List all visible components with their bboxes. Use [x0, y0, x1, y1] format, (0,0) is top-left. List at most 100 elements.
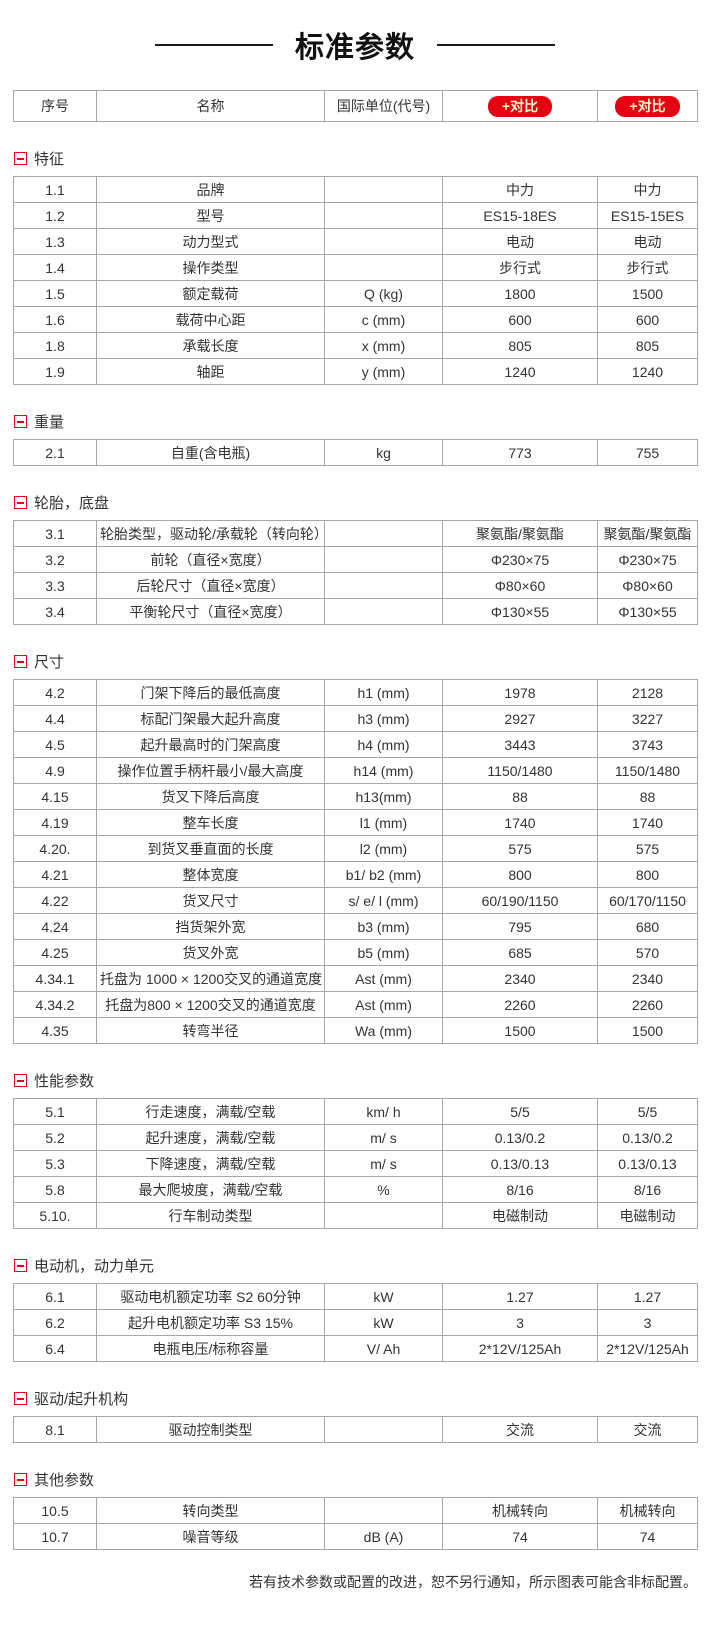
row-value-cell-2: 步行式: [597, 254, 698, 281]
row-no-cell: 4.15: [13, 783, 97, 810]
section-header: 电动机，动力单元: [14, 1255, 710, 1276]
row-value-cell-2: 570: [597, 939, 698, 966]
row-no-cell: 4.19: [13, 809, 97, 836]
row-unit-cell: l1 (mm): [324, 809, 443, 836]
collapse-minus-icon[interactable]: [14, 1074, 27, 1087]
row-value-cell-1: 8/16: [442, 1176, 598, 1203]
row-no-cell: 3.4: [13, 598, 97, 625]
row-unit-cell: kW: [324, 1283, 443, 1310]
row-name-cell: 最大爬坡度，满载/空载: [96, 1176, 325, 1203]
row-no-cell: 1.1: [13, 176, 97, 203]
section-header: 轮胎，底盘: [14, 492, 710, 513]
row-no-cell: 4.9: [13, 757, 97, 784]
row-value-cell-1: 575: [442, 835, 598, 862]
row-name-cell: 品牌: [96, 176, 325, 203]
spec-table: 4.2 门架下降后的最低高度 h1 (mm) 1978 2128 4.4 标配门架最大起升高…: [13, 679, 698, 1044]
row-value-cell-2: 交流: [597, 1416, 698, 1443]
row-unit-cell: c (mm): [324, 306, 443, 333]
row-no-cell: 1.4: [13, 254, 97, 281]
table-row: 4.24 挡货架外宽 b3 (mm) 795 680: [13, 913, 698, 940]
collapse-minus-icon[interactable]: [14, 496, 27, 509]
row-value-cell-2: 3743: [597, 731, 698, 758]
row-value-cell-1: 1978: [442, 679, 598, 706]
row-unit-cell: km/ h: [324, 1098, 443, 1125]
row-name-cell: 整体宽度: [96, 861, 325, 888]
page-title-block: 标准参数: [0, 0, 710, 66]
row-unit-cell: Wa (mm): [324, 1017, 443, 1044]
compare-button-2[interactable]: +对比: [615, 95, 680, 117]
row-value-cell-1: 2340: [442, 965, 598, 992]
row-unit-cell: [324, 520, 443, 547]
table-row: 6.1 驱动电机额定功率 S2 60分钟 kW 1.27 1.27: [13, 1283, 698, 1310]
collapse-minus-icon[interactable]: [14, 1259, 27, 1272]
row-value-cell-2: 1500: [597, 1017, 698, 1044]
row-name-cell: 前轮（直径×宽度）: [96, 546, 325, 573]
row-value-cell-2: 805: [597, 332, 698, 359]
table-row: 5.8 最大爬坡度，满载/空载% 8/16 8/16: [13, 1176, 698, 1203]
row-no-cell: 1.3: [13, 228, 97, 255]
section-title: 尺寸: [34, 654, 65, 671]
row-value-cell-1: 88: [442, 783, 598, 810]
row-value-cell-1: 交流: [442, 1416, 598, 1443]
row-value-cell-2: 2260: [597, 991, 698, 1018]
row-name-cell: 门架下降后的最低高度: [96, 679, 325, 706]
row-value-cell-2: 1740: [597, 809, 698, 836]
row-no-cell: 4.24: [13, 913, 97, 940]
row-value-cell-1: 2927: [442, 705, 598, 732]
row-value-cell-2: 1150/1480: [597, 757, 698, 784]
row-name-cell: 噪音等级: [96, 1523, 325, 1550]
row-unit-cell: Q (kg): [324, 280, 443, 307]
row-value-cell-1: 2260: [442, 991, 598, 1018]
row-value-cell-2: 1500: [597, 280, 698, 307]
row-value-cell-1: 0.13/0.13: [442, 1150, 598, 1177]
row-name-cell: 平衡轮尺寸（直径×宽度）: [96, 598, 325, 625]
collapse-minus-icon[interactable]: [14, 1473, 27, 1486]
row-name-cell: 货叉下降后高度: [96, 783, 325, 810]
collapse-minus-icon[interactable]: [14, 415, 27, 428]
row-value-cell-1: 600: [442, 306, 598, 333]
row-value-cell-2: 74: [597, 1523, 698, 1550]
header-row: 序号 名称 国际单位(代号) +对比 +对比: [13, 90, 698, 122]
row-no-cell: 5.1: [13, 1098, 97, 1125]
compare-button-1[interactable]: +对比: [487, 95, 553, 117]
row-name-cell: 型号: [96, 202, 325, 229]
row-value-cell-1: ES15-18ES: [442, 202, 598, 229]
collapse-minus-icon[interactable]: [14, 655, 27, 668]
section-title: 轮胎，底盘: [34, 495, 110, 512]
collapse-minus-icon[interactable]: [14, 152, 27, 165]
row-value-cell-2: 1.27: [597, 1283, 698, 1310]
table-row: 1.9 轴距 y (mm) 1240 1240: [13, 358, 698, 385]
row-value-cell-1: 1740: [442, 809, 598, 836]
row-name-cell: 整车长度: [96, 809, 325, 836]
row-value-cell-2: 600: [597, 306, 698, 333]
spec-table: 8.1 驱动控制类型 交流 交流: [13, 1416, 698, 1443]
table-row: 3.2 前轮（直径×宽度） Φ230×75 Φ230×75: [13, 546, 698, 573]
row-unit-cell: %: [324, 1176, 443, 1203]
row-value-cell-1: Φ130×55: [442, 598, 598, 625]
row-unit-cell: h1 (mm): [324, 679, 443, 706]
row-no-cell: 5.10.: [13, 1202, 97, 1229]
table-row: 8.1 驱动控制类型 交流 交流: [13, 1416, 698, 1443]
collapse-minus-icon[interactable]: [14, 1392, 27, 1405]
row-no-cell: 1.2: [13, 202, 97, 229]
row-value-cell-1: 805: [442, 332, 598, 359]
row-value-cell-1: 1.27: [442, 1283, 598, 1310]
row-value-cell-2: 8/16: [597, 1176, 698, 1203]
row-value-cell-1: 0.13/0.2: [442, 1124, 598, 1151]
table-row: 4.34.1 托盘为 1000 × 1200交叉的通道宽度 Ast (mm) 2340…: [13, 965, 698, 992]
spec-table: 10.5 转向类型 机械转向 机械转向 10.7 噪音等级 dB (A) 74 74: [13, 1497, 698, 1550]
spec-table: 5.1 行走速度，满载/空载 km/ h 5/5 5/5 5.2 起升速度，满载/空载 m/ …: [13, 1098, 698, 1229]
sections: 特征 1.1 品牌 中力 中力 1.2 型号 ES15-18ES ES15-15ES 1.3 动力型…: [0, 148, 710, 1550]
row-value-cell-1: 电动: [442, 228, 598, 255]
section-header: 驱动/起升机构: [14, 1388, 710, 1409]
row-value-cell-2: 60/170/1150: [597, 887, 698, 914]
row-name-cell: 动力型式: [96, 228, 325, 255]
spec-table: 2.1 自重(含电瓶) kg 773 755: [13, 439, 698, 466]
header-cell-compare-1: +对比: [442, 90, 598, 122]
row-unit-cell: kg: [324, 439, 443, 466]
spec-table: 1.1 品牌 中力 中力 1.2 型号 ES15-18ES ES15-15ES 1.3 动力型式 电…: [13, 176, 698, 385]
section-title: 重量: [34, 414, 65, 431]
table-row: 2.1 自重(含电瓶) kg 773 755: [13, 439, 698, 466]
row-no-cell: 4.20.: [13, 835, 97, 862]
row-value-cell-1: 773: [442, 439, 598, 466]
